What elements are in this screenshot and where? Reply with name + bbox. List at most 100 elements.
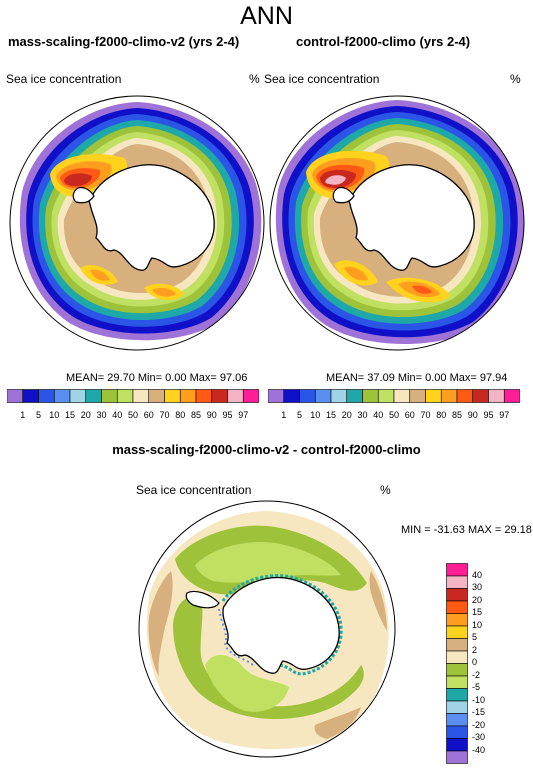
- left-colorbar-tick-label: 30: [96, 410, 107, 420]
- left-colorbar-swatch: [53, 389, 71, 403]
- left-colorbar-swatch: [211, 389, 228, 403]
- right-colorbar-tick-label: 30: [357, 410, 368, 420]
- left-colorbar-tick-label: 97: [238, 410, 249, 420]
- left-colorbar-swatch: [164, 389, 181, 403]
- left-colorbar-tick-label: 85: [190, 410, 201, 420]
- difference-colorbar-swatch: [446, 588, 468, 602]
- left-colorbar: 1 5 10 15 20 30 40 50 60 70 80 85 90 95 97: [6, 389, 260, 422]
- right-panel-title: control-f2000-climo (yrs 2-4): [296, 34, 471, 49]
- difference-colorbar-swatch: [446, 613, 468, 627]
- right-map-border: [269, 95, 525, 351]
- right-max-value: 97.94: [479, 372, 508, 384]
- right-mean-value: 37.09: [367, 372, 395, 384]
- right-units-label: %: [510, 72, 521, 86]
- right-colorbar-tick-label: 20: [341, 410, 352, 420]
- right-variable-label: Sea ice concentration: [264, 72, 380, 86]
- right-colorbar-swatch: [330, 389, 348, 403]
- difference-colorbar-tick-label: 0: [472, 657, 478, 667]
- left-mean-value: 29.70: [107, 372, 135, 384]
- right-max-label: Max=: [449, 372, 477, 384]
- right-colorbar-tick-label: 90: [467, 410, 478, 420]
- difference-colorbar-swatch: [446, 725, 468, 739]
- left-colorbar-tick-label: 60: [143, 410, 154, 420]
- left-colorbar-tick-label: 10: [49, 410, 60, 420]
- right-colorbar-swatch: [393, 389, 411, 403]
- left-colorbar-tick-label: 20: [80, 410, 91, 420]
- left-colorbar-tick-label: 15: [64, 410, 75, 420]
- diff-lightgreen-north: [195, 541, 341, 583]
- difference-colorbar-tick-label: -5: [472, 682, 481, 692]
- left-east-orange: [90, 269, 110, 281]
- difference-colorbar-tick-label: -2: [472, 669, 481, 680]
- difference-colorbar-swatch: [446, 700, 468, 714]
- difference-colorbar-tick-label: 15: [472, 607, 483, 617]
- left-colorbar-swatch: [22, 389, 39, 403]
- bottom-stats: MIN = -31.63 MAX = 29.18: [401, 524, 532, 536]
- right-colorbar-swatch: [346, 389, 363, 403]
- left-map-border: [9, 95, 265, 351]
- right-colorbar-swatch: [472, 389, 489, 403]
- left-min-value: 0.00: [165, 372, 187, 384]
- left-weddell-darkred: [64, 173, 92, 186]
- difference-colorbar-tick-label: 40: [472, 569, 483, 580]
- diff-tan-patch-south: [314, 707, 361, 739]
- right-colorbar-tick-label: 97: [499, 410, 510, 420]
- left-colorbar-tick-label: 95: [222, 410, 233, 420]
- difference-colorbar-swatch: [446, 625, 468, 639]
- left-units-label: %: [249, 72, 260, 86]
- right-colorbar-swatch: [267, 389, 285, 403]
- left-colorbar-swatch: [85, 389, 102, 403]
- right-colorbar-tick-label: 70: [420, 410, 431, 420]
- left-colorbar-tick-label: 1: [20, 410, 26, 420]
- right-colorbar-tick-label: 15: [325, 410, 336, 420]
- diff-antarctic-peninsula: [185, 590, 220, 609]
- difference-colorbar-swatch: [446, 688, 468, 702]
- right-colorbar-tick-label: 40: [373, 410, 384, 420]
- left-colorbar-ticks: 1 5 10 15 20 30 40 50 60 70 80 85 90 95 97: [7, 408, 259, 422]
- right-colorbar-tick-label: 10: [310, 410, 321, 420]
- difference-colorbar-swatch: [446, 663, 468, 677]
- left-colorbar-swatch: [101, 389, 118, 403]
- right-colorbar-tick-label: 80: [436, 410, 447, 420]
- difference-colorbar-tick-label: -30: [472, 732, 486, 742]
- difference-colorbar-swatch: [446, 650, 468, 664]
- right-min-value: 0.00: [425, 372, 447, 384]
- left-colorbar-tick-label: 80: [175, 410, 186, 420]
- right-colorbar-swatch: [425, 389, 442, 403]
- left-max-value: 97.06: [219, 372, 248, 384]
- difference-colorbar-swatch: [446, 675, 468, 689]
- right-colorbar-swatch: [488, 389, 505, 403]
- right-antarctic-peninsula: [332, 186, 355, 204]
- right-colorbar-swatch: [362, 389, 379, 403]
- difference-colorbar-tick-label: 20: [472, 594, 483, 605]
- right-east-orange: [344, 266, 368, 281]
- right-colorbar-tick-label: 85: [451, 410, 462, 420]
- bottom-variable-label: Sea ice concentration: [136, 483, 252, 497]
- left-colorbar-tick-label: 40: [112, 410, 123, 420]
- right-colorbar-tick-label: 50: [388, 410, 399, 420]
- left-colorbar-swatch: [148, 389, 165, 403]
- difference-colorbar-tick-label: 30: [472, 582, 483, 592]
- right-weddell-pink: [325, 175, 346, 185]
- figure-title: ANN: [240, 2, 293, 30]
- right-colorbar-tick-label: 95: [483, 410, 494, 420]
- difference-colorbar-swatch: [446, 713, 468, 727]
- left-min-label: Min=: [137, 372, 163, 384]
- difference-colorbar-tick-label: -40: [472, 744, 486, 755]
- right-colorbar-swatch: [503, 389, 521, 403]
- difference-map-border: [138, 500, 396, 758]
- left-colorbar-swatch: [227, 389, 244, 403]
- difference-colorbar-tick-label: -15: [472, 707, 486, 717]
- right-mean-label: MEAN=: [326, 372, 365, 384]
- right-colorbar-tick-label: 60: [404, 410, 415, 420]
- right-ross-red: [412, 285, 432, 294]
- right-colorbar-swatch: [314, 389, 332, 403]
- right-colorbar-swatch: [440, 389, 458, 403]
- bottom-min-value: -31.63: [433, 524, 465, 536]
- bottom-max-label: MAX =: [467, 524, 502, 536]
- right-colorbar-tick-label: 5: [296, 410, 302, 420]
- left-panel-title: mass-scaling-f2000-climo-v2 (yrs 2-4): [8, 34, 240, 49]
- right-colorbar-swatches: [267, 389, 521, 403]
- difference-colorbar-ticks: 40 30 20 15 10 5 2 0 -2 -5 -10 -15 -20 -30 -40: [472, 563, 512, 764]
- left-antarctic-peninsula: [72, 186, 95, 204]
